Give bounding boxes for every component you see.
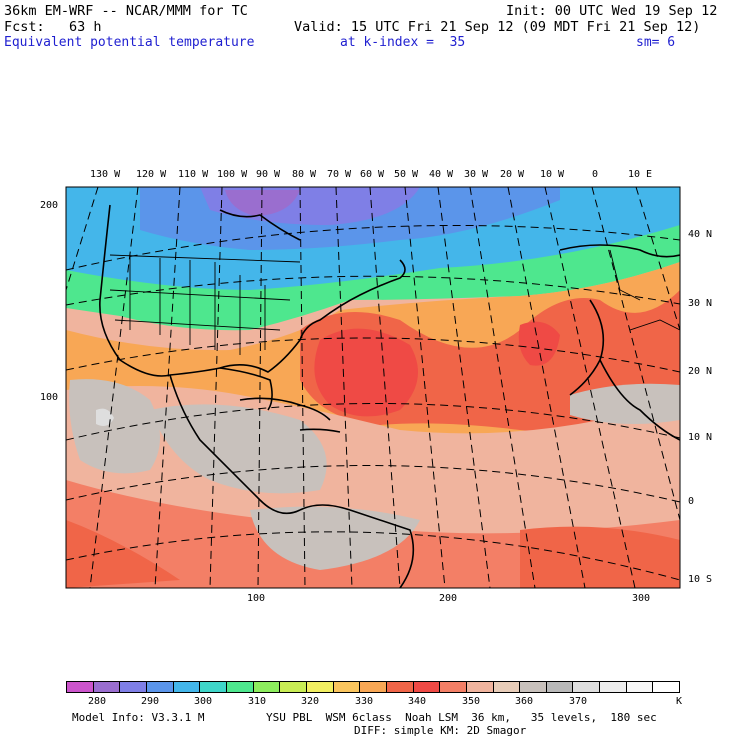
lon-label: 10 E [628,169,653,180]
colorbar-swatch [520,682,547,692]
colorbar-swatch [306,682,334,692]
smoothing-label: sm= 6 [636,35,676,50]
theta-e-field [66,187,680,588]
init-time: Init: 00 UTC Wed 19 Sep 12 [506,3,718,19]
diffusion-info: DIFF: simple KM: 2D Smagor [354,724,527,737]
colorbar-swatch [253,682,281,692]
colorbar-swatch [280,682,307,692]
colorbar-swatch [226,682,254,692]
lat-label: 10 S [688,574,713,585]
colorbar-tick: 370 [569,696,588,707]
model-title: 36km EM-WRF -- NCAR/MMM for TC [4,3,248,19]
lon-label: 40 W [429,169,454,180]
colorbar-swatch [600,682,627,692]
colorbar-swatch [573,682,601,692]
lon-label: 10 W [540,169,565,180]
colorbar-tick: 350 [462,696,481,707]
colorbar-swatch [200,682,227,692]
forecast-hour: Fcst: 63 h [4,19,102,35]
colorbar-swatch [546,682,574,692]
colorbar-swatch [653,682,680,692]
colorbar-swatch [67,682,94,692]
colorbar-tick: 280 [88,696,107,707]
colorbar-unit: K [676,696,683,707]
colorbar-tick: 340 [408,696,427,707]
colorbar-swatch [493,682,521,692]
colorbar-tick: 300 [194,696,213,707]
colorbar-tick: 360 [515,696,534,707]
colorbar-swatch [360,682,387,692]
lon-label: 80 W [292,169,317,180]
physics-info: YSU PBL WSM 6class Noah LSM 36 km, 35 le… [266,711,657,724]
lon-label: 50 W [394,169,419,180]
lat-label: 30 N [688,298,713,309]
lon-label: 100 W [217,169,248,180]
grid-y-label: 200 [40,200,59,211]
colorbar-swatch [440,682,467,692]
colorbar-swatch [626,682,654,692]
lat-label: 10 N [688,432,713,443]
lon-label: 120 W [136,169,167,180]
colorbar-tick: 330 [355,696,374,707]
colorbar-swatch [333,682,361,692]
valid-time: Valid: 15 UTC Fri 21 Sep 12 (09 MDT Fri … [294,19,701,35]
lon-label: 60 W [360,169,385,180]
field-name: Equivalent potential temperature [4,35,255,50]
lat-label: 0 [688,496,695,507]
colorbar-swatch [120,682,147,692]
colorbar [66,681,680,693]
lon-label: 30 W [464,169,489,180]
political-boundaries [109,249,680,355]
lat-label: 20 N [688,366,713,377]
graticule [66,187,680,588]
colorbar-swatch [386,682,414,692]
colorbar-swatch [413,682,441,692]
lon-label: 110 W [178,169,209,180]
lon-label: 20 W [500,169,525,180]
model-info: Model Info: V3.3.1 M [72,711,205,724]
lon-label: 70 W [327,169,352,180]
colorbar-swatch [466,682,494,692]
colorbar-swatch [93,682,121,692]
lon-label: 90 W [256,169,281,180]
colorbar-swatch [173,682,201,692]
level-label: at k-index = 35 [340,35,466,50]
coastlines [99,204,680,588]
grid-x-label: 200 [439,593,458,604]
colorbar-tick: 310 [248,696,267,707]
map-frame [65,186,681,589]
colorbar-tick: 290 [141,696,160,707]
lon-label: 0 [592,169,599,180]
lat-label: 40 N [688,229,713,240]
colorbar-tick: 320 [301,696,320,707]
grid-y-label: 100 [40,392,59,403]
lon-label: 130 W [90,169,121,180]
colorbar-swatch [146,682,174,692]
grid-x-label: 100 [247,593,266,604]
grid-x-label: 300 [632,593,651,604]
